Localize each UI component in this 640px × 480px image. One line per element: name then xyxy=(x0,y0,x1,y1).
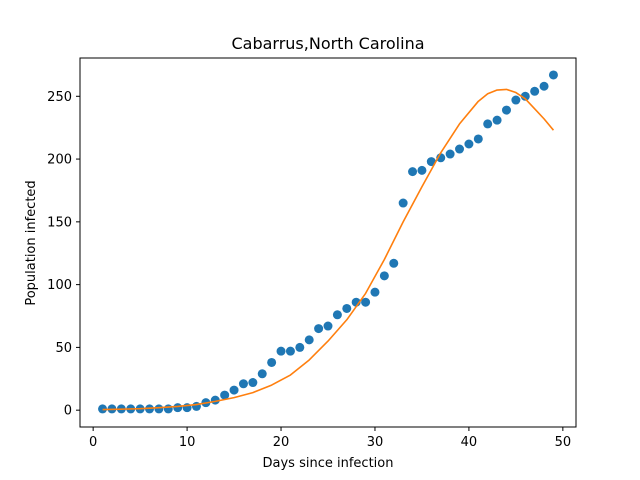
x-tick-label: 20 xyxy=(273,435,290,450)
data-point xyxy=(370,287,380,297)
x-tick-label: 50 xyxy=(555,435,572,450)
data-point xyxy=(445,149,455,159)
data-point xyxy=(520,91,530,101)
x-axis-label: Days since infection xyxy=(263,456,394,471)
data-point xyxy=(398,198,408,208)
data-point xyxy=(483,119,493,129)
data-point xyxy=(229,385,239,395)
data-point xyxy=(426,157,436,167)
data-point xyxy=(511,95,521,105)
x-tick-label: 30 xyxy=(367,435,384,450)
y-axis-label: Population infected xyxy=(24,180,39,305)
y-tick-label: 50 xyxy=(55,341,72,356)
y-tick-label: 0 xyxy=(64,404,72,419)
data-point xyxy=(304,335,314,345)
data-point xyxy=(220,390,230,400)
axes-frame xyxy=(79,57,577,428)
data-point xyxy=(501,105,511,115)
data-point xyxy=(417,165,427,175)
data-point xyxy=(154,404,164,414)
fit-line xyxy=(102,88,555,411)
axes: 0 10 20 30 40 50 0 50 100 150 200 250 xyxy=(47,57,577,450)
data-point xyxy=(248,378,258,388)
data-point xyxy=(332,310,342,320)
y-tick-label: 200 xyxy=(47,153,72,168)
data-point xyxy=(408,167,418,177)
y-tick-label: 150 xyxy=(47,215,72,230)
data-point xyxy=(285,346,295,356)
plot-area xyxy=(98,70,558,414)
y-tick-label: 250 xyxy=(47,90,72,105)
data-point xyxy=(323,321,333,331)
data-point xyxy=(163,404,173,414)
x-tick-label: 0 xyxy=(89,435,97,450)
data-point xyxy=(267,357,277,367)
y-tick-label: 100 xyxy=(47,278,72,293)
data-point xyxy=(379,271,389,281)
x-tick-label: 40 xyxy=(461,435,478,450)
data-point xyxy=(492,115,502,125)
data-point xyxy=(473,134,483,144)
data-point xyxy=(238,379,248,389)
data-point xyxy=(342,303,352,313)
data-point xyxy=(548,70,558,80)
data-point xyxy=(173,403,183,413)
data-point xyxy=(314,324,324,334)
data-point xyxy=(530,86,540,96)
data-point xyxy=(389,258,399,268)
data-point xyxy=(464,139,474,149)
x-tick-label: 10 xyxy=(179,435,196,450)
data-point xyxy=(257,369,267,379)
data-point xyxy=(539,81,549,91)
data-point xyxy=(361,297,371,307)
data-point xyxy=(295,342,305,352)
data-point xyxy=(276,346,286,356)
data-point xyxy=(455,144,465,154)
chart-title: Cabarrus,North Carolina xyxy=(231,34,424,53)
